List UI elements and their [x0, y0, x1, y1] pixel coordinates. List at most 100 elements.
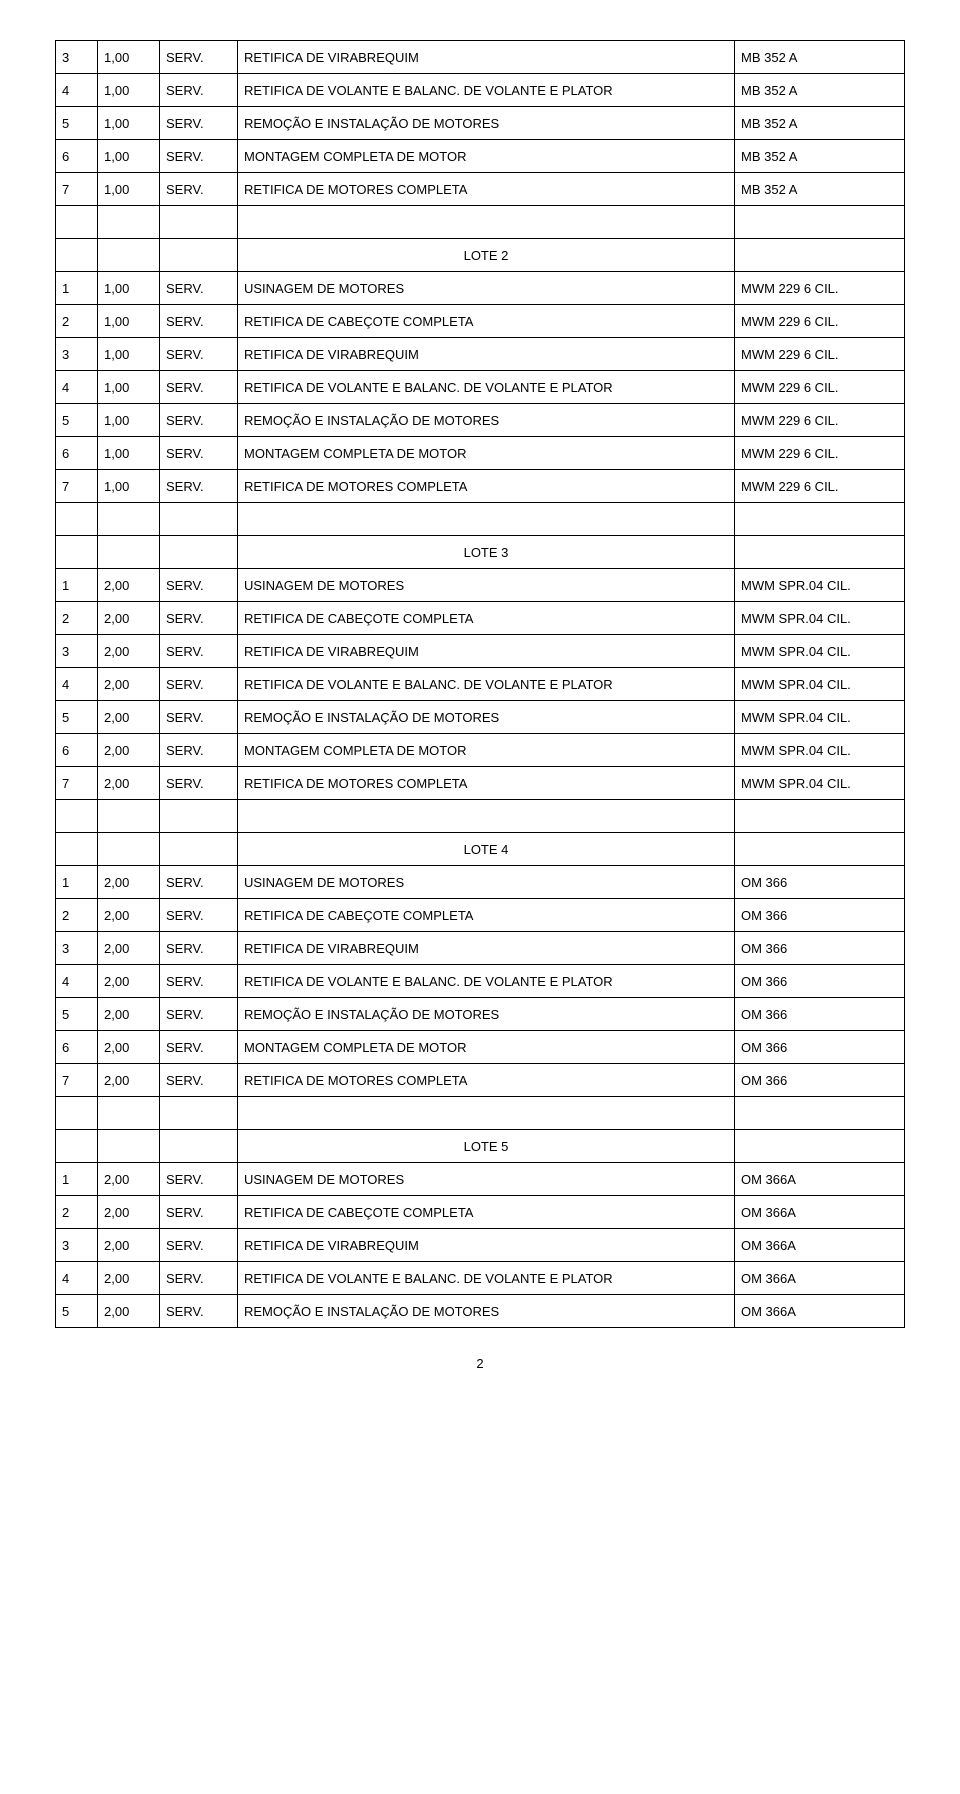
cell-desc: RETIFICA DE VOLANTE E BALANC. DE VOLANTE…	[238, 965, 735, 998]
cell-qty: 1,00	[98, 41, 160, 74]
lote-label: LOTE 3	[238, 536, 735, 569]
cell-unit: SERV.	[160, 1229, 238, 1262]
cell-model: MB 352 A	[735, 107, 905, 140]
table-row: 42,00SERV.RETIFICA DE VOLANTE E BALANC. …	[56, 1262, 905, 1295]
cell-desc: RETIFICA DE CABEÇOTE COMPLETA	[238, 899, 735, 932]
cell-qty: 2,00	[98, 1163, 160, 1196]
table-row: 42,00SERV.RETIFICA DE VOLANTE E BALANC. …	[56, 965, 905, 998]
cell-unit: SERV.	[160, 1064, 238, 1097]
cell-num: 1	[56, 866, 98, 899]
cell-qty: 1,00	[98, 404, 160, 437]
cell-model: OM 366	[735, 1031, 905, 1064]
blank-row	[56, 206, 905, 239]
table-row: 62,00SERV.MONTAGEM COMPLETA DE MOTOROM 3…	[56, 1031, 905, 1064]
cell-model: MWM SPR.04 CIL.	[735, 602, 905, 635]
cell-num: 7	[56, 470, 98, 503]
cell-unit: SERV.	[160, 41, 238, 74]
cell-unit: SERV.	[160, 437, 238, 470]
table-row: 12,00SERV.USINAGEM DE MOTORESOM 366	[56, 866, 905, 899]
cell-model: MWM 229 6 CIL.	[735, 437, 905, 470]
cell-qty: 1,00	[98, 371, 160, 404]
cell-desc: REMOÇÃO E INSTALAÇÃO DE MOTORES	[238, 701, 735, 734]
cell-unit: SERV.	[160, 1163, 238, 1196]
cell-desc: RETIFICA DE MOTORES COMPLETA	[238, 173, 735, 206]
table-row: 41,00SERV.RETIFICA DE VOLANTE E BALANC. …	[56, 371, 905, 404]
cell-num: 6	[56, 437, 98, 470]
cell-num: 4	[56, 74, 98, 107]
cell-unit: SERV.	[160, 1262, 238, 1295]
data-table: 3 1,00 SERV. RETIFICA DE VIRABREQUIM MB …	[55, 40, 905, 1328]
cell-unit: SERV.	[160, 74, 238, 107]
cell-desc: MONTAGEM COMPLETA DE MOTOR	[238, 140, 735, 173]
table-row: 21,00SERV.RETIFICA DE CABEÇOTE COMPLETAM…	[56, 305, 905, 338]
cell-qty: 2,00	[98, 734, 160, 767]
table-row: 22,00SERV.RETIFICA DE CABEÇOTE COMPLETAO…	[56, 1196, 905, 1229]
cell-qty: 2,00	[98, 1064, 160, 1097]
cell-num: 4	[56, 668, 98, 701]
cell-unit: SERV.	[160, 107, 238, 140]
cell-desc: USINAGEM DE MOTORES	[238, 272, 735, 305]
cell-unit: SERV.	[160, 1031, 238, 1064]
table-row: 62,00SERV.MONTAGEM COMPLETA DE MOTORMWM …	[56, 734, 905, 767]
cell-qty: 2,00	[98, 1229, 160, 1262]
cell-model: MB 352 A	[735, 140, 905, 173]
cell-unit: SERV.	[160, 173, 238, 206]
cell-model: OM 366	[735, 932, 905, 965]
cell-desc: RETIFICA DE CABEÇOTE COMPLETA	[238, 1196, 735, 1229]
cell-unit: SERV.	[160, 965, 238, 998]
cell-model: OM 366A	[735, 1262, 905, 1295]
table-row: 6 1,00 SERV. MONTAGEM COMPLETA DE MOTOR …	[56, 140, 905, 173]
cell-num: 4	[56, 1262, 98, 1295]
cell-desc: REMOÇÃO E INSTALAÇÃO DE MOTORES	[238, 107, 735, 140]
table-row: 5 1,00 SERV. REMOÇÃO E INSTALAÇÃO DE MOT…	[56, 107, 905, 140]
cell-desc: RETIFICA DE CABEÇOTE COMPLETA	[238, 305, 735, 338]
table-row: 42,00SERV.RETIFICA DE VOLANTE E BALANC. …	[56, 668, 905, 701]
lote-header: LOTE 4	[56, 833, 905, 866]
lote-label: LOTE 4	[238, 833, 735, 866]
cell-num: 7	[56, 173, 98, 206]
table-row: 3 1,00 SERV. RETIFICA DE VIRABREQUIM MB …	[56, 41, 905, 74]
cell-model: MB 352 A	[735, 74, 905, 107]
table-row: 22,00SERV.RETIFICA DE CABEÇOTE COMPLETAM…	[56, 602, 905, 635]
cell-model: MWM SPR.04 CIL.	[735, 767, 905, 800]
cell-num: 7	[56, 1064, 98, 1097]
cell-num: 3	[56, 635, 98, 668]
cell-num: 2	[56, 899, 98, 932]
cell-model: MWM 229 6 CIL.	[735, 338, 905, 371]
table-row: 32,00SERV.RETIFICA DE VIRABREQUIMMWM SPR…	[56, 635, 905, 668]
cell-num: 5	[56, 107, 98, 140]
cell-num: 2	[56, 602, 98, 635]
cell-desc: REMOÇÃO E INSTALAÇÃO DE MOTORES	[238, 404, 735, 437]
cell-desc: USINAGEM DE MOTORES	[238, 866, 735, 899]
cell-desc: MONTAGEM COMPLETA DE MOTOR	[238, 437, 735, 470]
cell-qty: 2,00	[98, 767, 160, 800]
cell-model: MWM SPR.04 CIL.	[735, 668, 905, 701]
cell-unit: SERV.	[160, 635, 238, 668]
cell-num: 7	[56, 767, 98, 800]
cell-desc: RETIFICA DE VIRABREQUIM	[238, 41, 735, 74]
cell-desc: REMOÇÃO E INSTALAÇÃO DE MOTORES	[238, 1295, 735, 1328]
cell-num: 1	[56, 1163, 98, 1196]
cell-unit: SERV.	[160, 272, 238, 305]
cell-unit: SERV.	[160, 470, 238, 503]
cell-unit: SERV.	[160, 338, 238, 371]
cell-desc: RETIFICA DE MOTORES COMPLETA	[238, 767, 735, 800]
cell-unit: SERV.	[160, 932, 238, 965]
cell-unit: SERV.	[160, 866, 238, 899]
cell-desc: USINAGEM DE MOTORES	[238, 1163, 735, 1196]
cell-num: 5	[56, 404, 98, 437]
cell-qty: 2,00	[98, 1262, 160, 1295]
cell-desc: RETIFICA DE VIRABREQUIM	[238, 1229, 735, 1262]
cell-desc: USINAGEM DE MOTORES	[238, 569, 735, 602]
cell-qty: 2,00	[98, 899, 160, 932]
blank-row	[56, 800, 905, 833]
cell-desc: MONTAGEM COMPLETA DE MOTOR	[238, 734, 735, 767]
lote-header: LOTE 5	[56, 1130, 905, 1163]
cell-unit: SERV.	[160, 1295, 238, 1328]
cell-num: 5	[56, 701, 98, 734]
table-row: 7 1,00 SERV. RETIFICA DE MOTORES COMPLET…	[56, 173, 905, 206]
cell-num: 4	[56, 371, 98, 404]
cell-unit: SERV.	[160, 899, 238, 932]
cell-desc: RETIFICA DE MOTORES COMPLETA	[238, 1064, 735, 1097]
cell-qty: 2,00	[98, 701, 160, 734]
